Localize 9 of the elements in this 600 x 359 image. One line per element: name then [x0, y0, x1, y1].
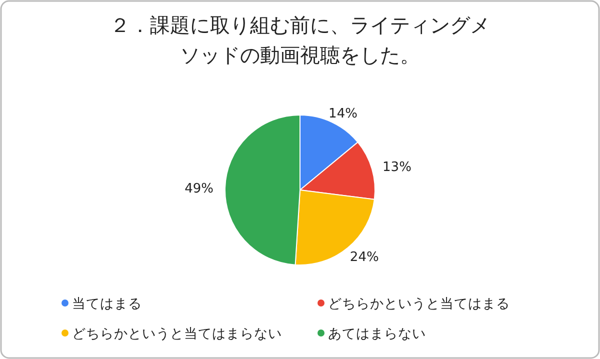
legend-label: あてはまらない: [328, 326, 426, 342]
data-label: 14%: [328, 106, 358, 122]
data-label: 24%: [350, 250, 379, 266]
chart-title: ２．課題に取り組む前に、ライティングメソッドの動画視聴をした。: [110, 13, 490, 67]
legend-label: どちらかというと当てはまる: [328, 296, 510, 312]
data-label: 13%: [382, 160, 412, 176]
legend-label: 当てはまる: [72, 296, 142, 312]
legend-label: どちらかというと当てはまらない: [72, 326, 282, 342]
data-label: 49%: [184, 181, 214, 196]
